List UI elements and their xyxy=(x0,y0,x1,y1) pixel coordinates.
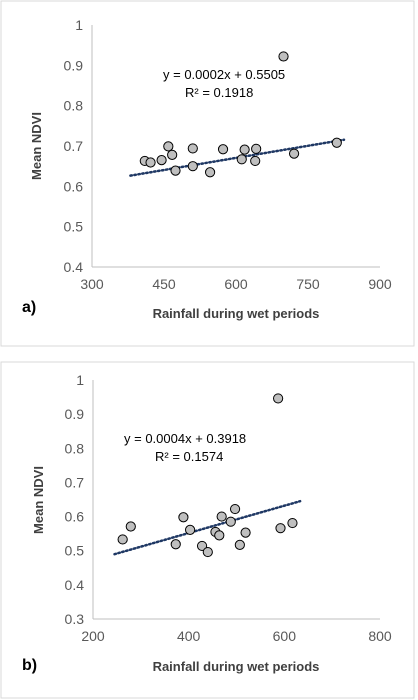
panel-a: 0.4 0.5 0.6 0.7 0.8 0.9 1 300 450 600 750 900 y = … xyxy=(0,0,415,347)
panel-a-point-13 xyxy=(251,143,262,154)
panel-a-y-tick-labels: 0.4 0.5 0.6 0.7 0.8 0.9 1 xyxy=(64,17,84,275)
panel-b-point-14 xyxy=(273,393,284,404)
panel-b-y-tick-7: 1 xyxy=(76,372,84,388)
panel-a-x-axis-label: Rainfall during wet periods xyxy=(153,306,320,321)
panel-b-point-2 xyxy=(170,539,181,550)
panel-b-x-tick-2: 600 xyxy=(273,628,297,644)
panel-a-point-2 xyxy=(156,155,167,166)
panel-b-point-5 xyxy=(196,540,208,552)
panel-a-label: a) xyxy=(22,299,36,316)
panel-b-y-tick-5: 0.8 xyxy=(65,440,85,456)
panel-b-y-tick-1: 0.4 xyxy=(65,577,85,593)
panel-b-points xyxy=(117,393,298,558)
panel-a-x-tick-3: 750 xyxy=(296,276,320,292)
panel-b-point-15 xyxy=(275,523,286,534)
panel-b-label: b) xyxy=(22,657,37,674)
panel-b-x-tick-3: 800 xyxy=(368,628,392,644)
panel-b-point-8 xyxy=(214,530,225,541)
panel-b-y-tick-labels: 0.3 0.4 0.5 0.6 0.7 0.8 0.9 1 xyxy=(65,372,85,627)
panel-a-point-12 xyxy=(250,155,261,167)
panel-b-point-4 xyxy=(185,524,196,535)
panel-b-y-tick-3: 0.6 xyxy=(65,509,85,525)
panel-b-y-tick-4: 0.7 xyxy=(65,474,85,490)
panel-a-x-tick-0: 300 xyxy=(80,276,104,292)
panel-a-point-16 xyxy=(331,137,342,148)
panel-a-y-tick-4: 0.8 xyxy=(64,98,84,114)
panel-b-point-9 xyxy=(216,511,227,522)
panel-a-r2: R² = 0.1918 xyxy=(185,85,253,100)
panel-b-point-11 xyxy=(229,503,241,515)
panel-b-x-tick-labels: 200 400 600 800 xyxy=(81,628,392,644)
panel-a-point-14 xyxy=(278,51,289,62)
panel-b-y-tick-2: 0.5 xyxy=(65,543,85,559)
panel-b-point-12 xyxy=(234,539,245,551)
panel-a-point-1 xyxy=(145,157,156,168)
panel-b-point-1 xyxy=(125,521,136,532)
panel-b-point-10 xyxy=(225,516,236,527)
panel-b-r2: R² = 0.1574 xyxy=(155,449,223,464)
panel-b-trendline xyxy=(113,499,302,556)
panel-a-point-7 xyxy=(187,161,198,172)
panel-a-y-tick-5: 0.9 xyxy=(64,57,84,73)
panel-a-x-tick-1: 450 xyxy=(152,276,176,292)
panel-b-equation: y = 0.0004x + 0.3918 xyxy=(124,431,246,446)
panel-a-y-tick-6: 1 xyxy=(75,17,83,33)
panel-a-x-tick-labels: 300 450 600 750 900 xyxy=(80,276,392,292)
panel-a-x-tick-2: 600 xyxy=(224,276,248,292)
panel-b-point-0 xyxy=(117,534,128,545)
panel-a-y-tick-3: 0.7 xyxy=(64,138,84,154)
panel-a-y-tick-2: 0.6 xyxy=(64,178,84,194)
panel-a-point-15 xyxy=(288,148,300,159)
panel-a-equation: y = 0.0002x + 0.5505 xyxy=(163,67,285,82)
panel-a-y-axis-label: Mean NDVI xyxy=(29,112,44,180)
panel-a-point-5 xyxy=(170,165,181,176)
panel-a-points xyxy=(139,51,342,178)
panel-b-x-axis-label: Rainfall during wet periods xyxy=(153,659,320,674)
panel-a-point-8 xyxy=(204,167,216,178)
panel-a-point-9 xyxy=(217,144,229,155)
panel-a-point-6 xyxy=(187,143,198,154)
panel-b-point-16 xyxy=(287,517,298,529)
panel-b-y-tick-0: 0.3 xyxy=(65,611,85,627)
panel-a-point-4 xyxy=(167,149,178,160)
panel-b-point-6 xyxy=(202,546,213,558)
panel-b-point-3 xyxy=(178,512,189,523)
panel-b-x-tick-1: 400 xyxy=(177,628,201,644)
panel-a-x-tick-4: 900 xyxy=(368,276,392,292)
panel-b-point-13 xyxy=(240,527,251,538)
panel-b-y-axis-label: Mean NDVI xyxy=(31,466,46,534)
panel-b-y-tick-6: 0.9 xyxy=(65,406,85,422)
panel-a-point-11 xyxy=(239,144,250,155)
panel-b: 0.3 0.4 0.5 0.6 0.7 0.8 0.9 1 200 400 600 800 y = … xyxy=(0,361,415,699)
panel-a-point-3 xyxy=(163,141,174,152)
panel-a-y-tick-1: 0.5 xyxy=(64,219,84,235)
panel-b-trendline-group xyxy=(113,499,302,556)
panel-a-point-10 xyxy=(236,154,247,165)
panel-a-y-tick-0: 0.4 xyxy=(64,259,84,275)
panel-b-frame xyxy=(0,361,415,699)
panel-b-x-tick-0: 200 xyxy=(81,628,105,644)
